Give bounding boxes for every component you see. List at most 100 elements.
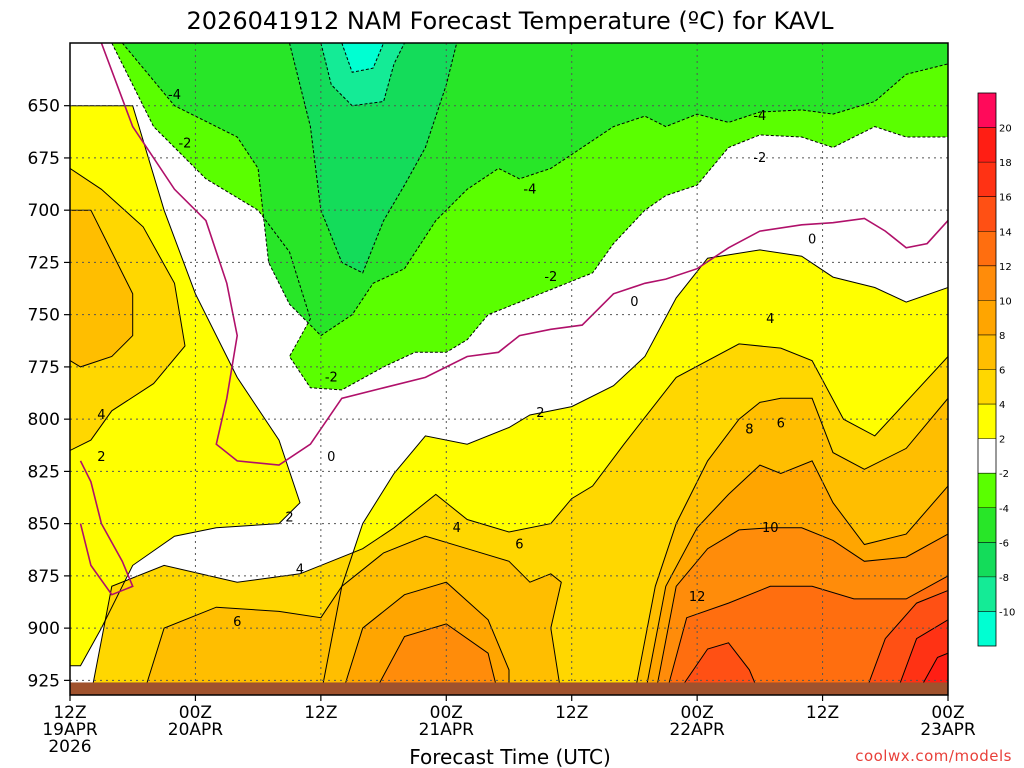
isotherm-6 [70,209,134,368]
temp-region-10 [373,623,499,695]
x-tick-label: 21APR [419,720,475,740]
contour-label: 12 [689,590,706,605]
x-tick-label: 20APR [168,720,224,740]
isotherm--6 [288,43,458,274]
colorbar-tick-label: -8 [999,573,1009,584]
colorbar-bin [978,542,996,577]
isotherm-6 [633,397,948,695]
ground-layer [70,682,948,695]
isotherm-14 [675,642,761,695]
x-tick-label: 12Z [304,703,337,723]
colorbar-tick-label: 14 [999,227,1012,238]
plot-area: -4 -2 4 2 0 -2 -4 -2 0 2 2 4 6 4 6 8 6 10 12 -2 -4 4 0 [69,42,949,696]
colorbar-bin [978,611,996,646]
contour-label: -4 [753,109,766,124]
contour-label: 6 [515,538,523,553]
contour-label: 0 [327,450,335,465]
y-tick-label: 700 [28,201,60,221]
contour-label: 4 [766,312,774,327]
colorbar-bin [978,162,996,197]
contour-label: -4 [168,88,181,103]
contour-label: 2 [97,450,105,465]
zero-isotherm-left [79,460,134,596]
y-tick-label: 675 [28,149,60,169]
colorbar-tick-label: -6 [999,538,1009,549]
colorbar-tick-label: -10 [999,607,1015,618]
x-tick-label: 00Z [931,703,964,723]
temperature-fills [70,43,948,695]
isotherm-10 [654,527,948,695]
colorbar-tick-label: 16 [999,193,1012,204]
y-tick-label: 750 [28,306,60,326]
isotherm-18 [916,652,948,695]
contour-label: -2 [325,370,338,385]
colorbar-tick-label: 10 [999,296,1012,307]
x-tick-label: 23APR [920,720,976,740]
colorbar-bin [978,300,996,335]
contour-labels: -4 -2 4 2 0 -2 -4 -2 0 2 2 4 6 4 6 8 6 10 12 -2 -4 4 0 [97,88,816,630]
colorbar-bin [978,334,996,370]
y-tick-label: 725 [28,253,60,273]
plot-frame [69,42,949,696]
colorbar-tick-label: 2 [999,435,1005,446]
x-tick-label: 12Z [53,703,86,723]
isotherm-16 [895,619,948,695]
contour-label: -4 [523,182,536,197]
isotherm--10 [341,43,385,73]
colorbar-bin [978,473,996,508]
x-tick-label: 00Z [681,703,714,723]
temp-region-6 [70,210,133,367]
colorbar-bin [978,93,996,128]
colorbar-tick-label: 12 [999,262,1012,273]
temp-region-14 [676,642,760,695]
x-tick-label: 19APR [42,720,98,740]
isotherm-lines [70,43,948,695]
y-tick-label: 825 [28,462,60,482]
x-tick-label: 00Z [430,703,463,723]
colorbar-bin [978,507,996,543]
zero-isotherm [100,43,948,466]
y-tick-label: 850 [28,515,60,535]
colorbar-tick-label: 4 [999,400,1005,411]
y-tick-label: 875 [28,567,60,587]
contour-label: 6 [777,416,785,431]
y-tick-label: 650 [28,97,60,117]
colorbar-bin [978,196,996,232]
contour-label: 4 [296,563,304,578]
x-tick-label: 00Z [179,703,212,723]
contour-label: 0 [808,232,816,247]
pressure-axis: 650 675 700 725 750 775 800 825 850 875 900 925 [28,97,70,691]
credit-text: coolwx.com/models [855,747,1012,765]
contour-label: 10 [762,521,779,536]
colorbar-bin [978,231,996,266]
isotherm-4 [90,343,948,695]
x-tick-label: 12Z [555,703,588,723]
isotherm-2 [70,105,301,667]
contour-label: 2 [536,406,544,421]
colorbar-tick-label: 18 [999,158,1012,169]
colorbar-bin [978,369,996,405]
colorbar-tick-label: -2 [999,469,1009,480]
x-tick-label: 22APR [669,720,725,740]
colorbar-bin [978,127,996,163]
contour-label: -2 [178,136,191,151]
temp-region--10 [341,43,384,73]
colorbar-bin [978,265,996,301]
isotherm--2 [111,43,948,391]
contour-label: 4 [97,408,105,423]
isotherm-8 [644,460,948,695]
isotherm-12 [665,575,948,695]
colorbar-bin [978,404,996,439]
isotherm-2 [320,249,948,695]
y-tick-label: 800 [28,410,60,430]
isotherm--4 [121,43,948,337]
colorbar-bin [978,438,996,474]
contour-label: -2 [544,270,557,285]
colorbar-tick-label: 6 [999,366,1005,377]
colorbar-tick-label: -4 [999,504,1009,515]
contour-label: 6 [233,615,241,630]
y-tick-label: 775 [28,358,60,378]
y-tick-label: 900 [28,619,60,639]
